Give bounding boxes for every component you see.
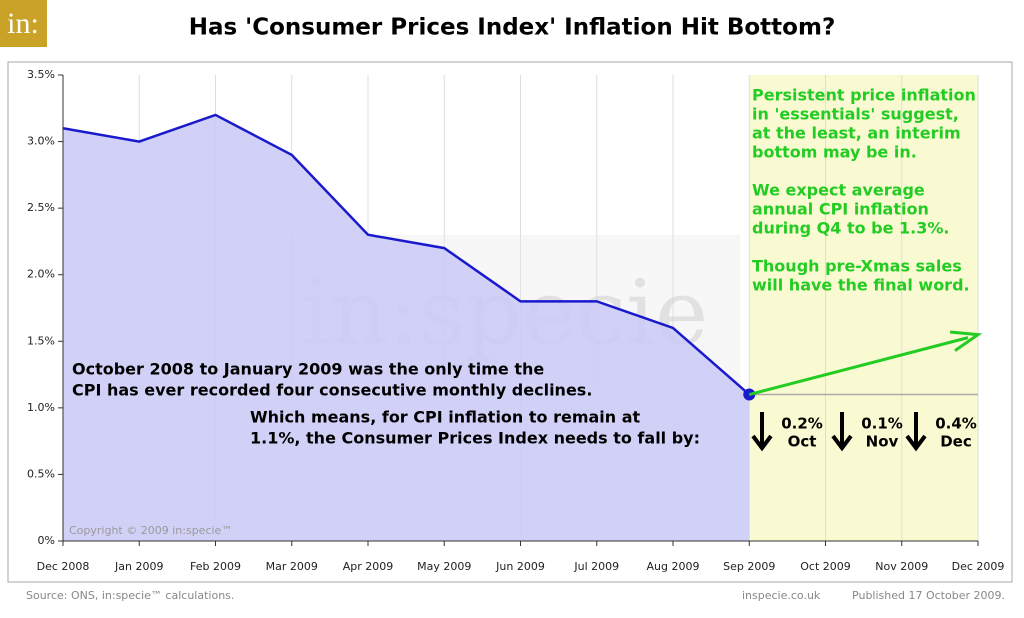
- requirement-note: 1.1%, the Consumer Prices Index needs to…: [250, 429, 700, 448]
- projection: [748, 336, 969, 396]
- y-tick-label: 2.5%: [27, 201, 55, 214]
- requirement-note: Which means, for CPI inflation to remain…: [250, 408, 641, 427]
- x-tick-label: Jul 2009: [573, 560, 619, 573]
- x-tick-label: Jan 2009: [114, 560, 163, 573]
- x-tick-label: Aug 2009: [647, 560, 700, 573]
- fall-amount: 0.2%: [781, 415, 823, 433]
- fall-month: Oct: [788, 433, 817, 451]
- forecast-note: will have the final word.: [752, 276, 970, 295]
- history-note: CPI has ever recorded four consecutive m…: [72, 381, 592, 400]
- fall-month: Nov: [866, 433, 899, 451]
- logo: in:: [7, 7, 39, 40]
- y-tick-label: 3.5%: [27, 68, 55, 81]
- y-tick-label: 2.0%: [27, 268, 55, 281]
- x-tick-label: May 2009: [417, 560, 471, 573]
- forecast-region: [749, 75, 978, 541]
- source: Source: ONS, in:specie™ calculations.: [26, 589, 234, 602]
- x-tick-label: Jun 2009: [495, 560, 545, 573]
- forecast-note: at the least, an interim: [752, 124, 961, 143]
- fall-month: Dec: [940, 433, 972, 451]
- forecast-note: Though pre-Xmas sales: [752, 257, 962, 276]
- history-note: October 2008 to January 2009 was the onl…: [72, 360, 544, 379]
- x-tick-label: Apr 2009: [343, 560, 394, 573]
- forecast-note: bottom may be in.: [752, 143, 917, 162]
- y-tick-label: 0%: [38, 534, 55, 547]
- forecast-note: We expect average: [752, 181, 925, 200]
- fall-amount: 0.4%: [935, 415, 977, 433]
- y-tick-label: 0.5%: [27, 467, 55, 480]
- x-tick-label: Nov 2009: [875, 560, 928, 573]
- down-arrow: [831, 412, 853, 452]
- y-tick-label: 3.0%: [27, 135, 55, 148]
- x-tick-label: Dec 2009: [952, 560, 1005, 573]
- logo-box: [0, 0, 47, 47]
- forecast-note: in 'essentials' suggest,: [752, 105, 959, 124]
- x-tick-label: Sep 2009: [723, 560, 775, 573]
- x-tick-label: Dec 2008: [37, 560, 90, 573]
- published: Published 17 October 2009.: [852, 589, 1005, 602]
- x-tick-label: Oct 2009: [800, 560, 851, 573]
- copyright: Copyright © 2009 in:specie™: [69, 524, 232, 537]
- y-tick-label: 1.0%: [27, 401, 55, 414]
- chart-title: Has 'Consumer Prices Index' Inflation Hi…: [189, 15, 836, 41]
- site: inspecie.co.uk: [742, 589, 821, 602]
- y-tick-label: 1.5%: [27, 334, 55, 347]
- fall-amount: 0.1%: [861, 415, 903, 433]
- down-arrow: [751, 412, 773, 452]
- x-tick-label: Feb 2009: [190, 560, 241, 573]
- area: [63, 114, 750, 541]
- down-arrow: [905, 412, 927, 452]
- forecast-note: annual CPI inflation: [752, 200, 929, 219]
- x-tick-label: Mar 2009: [266, 560, 318, 573]
- line: [62, 113, 751, 396]
- projection-head: [949, 330, 983, 352]
- forecast-note: Persistent price inflation: [752, 86, 976, 105]
- forecast-note: during Q4 to be 1.3%.: [752, 219, 949, 238]
